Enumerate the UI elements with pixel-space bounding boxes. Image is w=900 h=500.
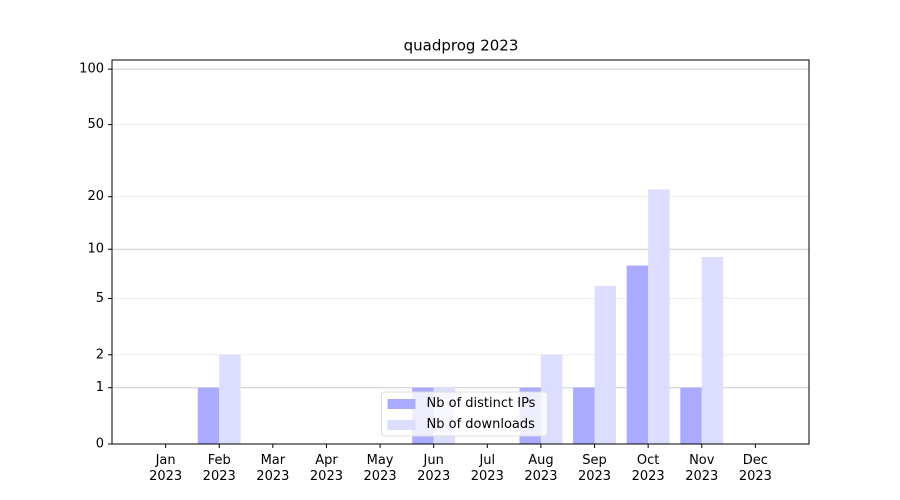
x-tick-label: Dec 2023 [738, 453, 772, 484]
x-tick-label: Aug 2023 [524, 453, 558, 484]
y-tick-label: 1 [96, 380, 104, 395]
x-tick-label: Sep 2023 [577, 453, 612, 484]
legend-swatch [387, 420, 416, 430]
bar [219, 354, 241, 444]
x-tick-label: Jan 2023 [149, 453, 183, 484]
x-tick-label: Jul 2023 [470, 453, 504, 484]
x-tick-label: Mar 2023 [256, 453, 290, 484]
chart-title: quadprog 2023 [404, 37, 519, 55]
legend-label: Nb of downloads [426, 417, 535, 432]
y-tick-label: 20 [87, 189, 104, 204]
x-tick-label: Jun 2023 [417, 453, 451, 484]
y-tick-label: 2 [96, 347, 104, 362]
y-tick-label: 10 [87, 242, 104, 257]
y-tick-label: 50 [87, 117, 104, 132]
bar [626, 265, 649, 444]
bar [648, 189, 670, 444]
x-tick-label: Apr 2023 [309, 453, 343, 484]
legend-box [381, 391, 548, 437]
bar [680, 387, 702, 444]
legend-label: Nb of distinct IPs [426, 396, 536, 411]
y-tick-label: 5 [96, 291, 104, 306]
legend-swatch [387, 399, 416, 409]
y-tick-label: 100 [79, 62, 104, 77]
x-tick-label: Feb 2023 [202, 453, 236, 484]
bar [573, 387, 595, 444]
bar [594, 285, 616, 444]
y-tick-label: 0 [96, 437, 104, 452]
x-tick-label: Oct 2023 [631, 453, 665, 484]
bar [197, 387, 220, 444]
x-tick-label: May 2023 [363, 453, 397, 484]
axes-frame [111, 59, 810, 445]
x-tick-label: Nov 2023 [685, 453, 719, 484]
bar [701, 256, 724, 444]
